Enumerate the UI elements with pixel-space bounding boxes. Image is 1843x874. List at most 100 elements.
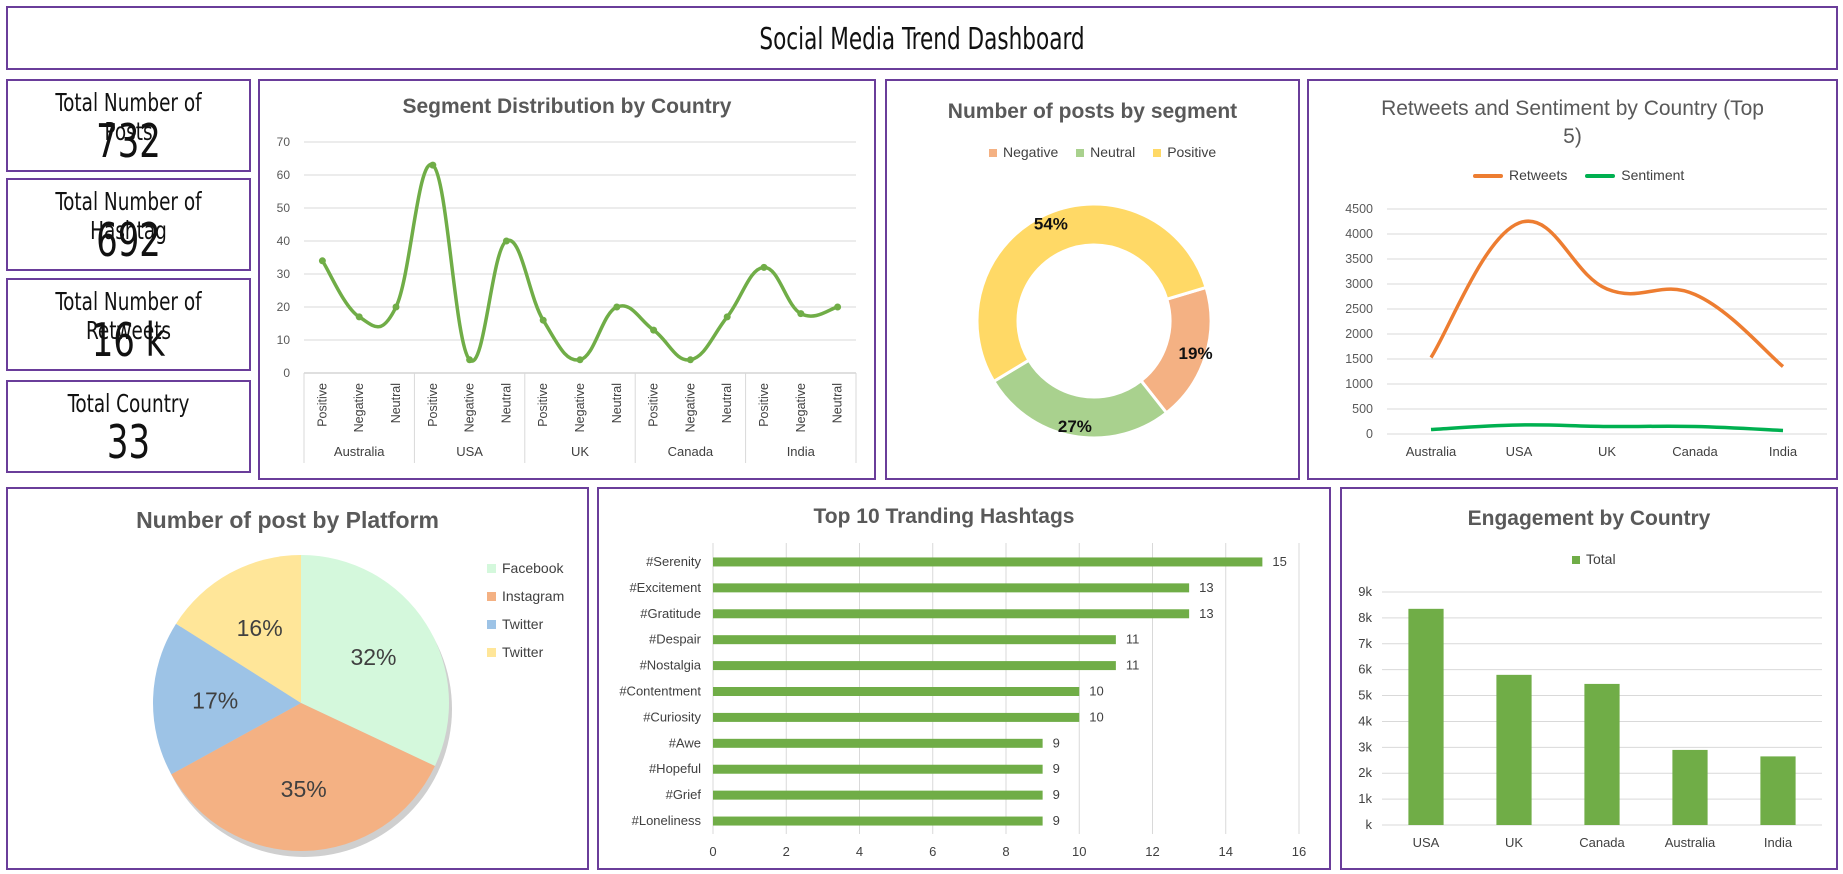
x-subcategory-label: Negative xyxy=(683,383,697,432)
y-tick-label: 30 xyxy=(277,267,291,281)
bar xyxy=(713,790,1043,800)
bar-value-label: 15 xyxy=(1272,554,1286,569)
y-tick-label: 4000 xyxy=(1345,227,1373,241)
bar xyxy=(713,712,1080,722)
x-subcategory-label: Positive xyxy=(757,383,771,427)
posts-by-segment-chart: 19% 27% 54% xyxy=(975,202,1213,440)
y-tick-label: 1k xyxy=(1358,791,1372,806)
x-subcategory-label: Positive xyxy=(426,383,440,427)
y-tick-label: 500 xyxy=(1352,402,1373,416)
kpi-value: 16 k xyxy=(91,313,166,367)
x-tick-label: 10 xyxy=(1072,844,1086,859)
y-category-label: #Awe xyxy=(669,735,701,750)
engagement-legend: Total xyxy=(1572,551,1616,567)
kpi-card-hashtag: Total Number of Hashtag 692 xyxy=(6,178,251,271)
data-point xyxy=(355,313,363,321)
top-hashtags-panel: Top 10 Tranding Hashtags 0 2 4 6 8 10 12 14 16 #S… xyxy=(597,487,1331,870)
x-tick-label: 0 xyxy=(709,844,716,859)
x-group-label: India xyxy=(787,444,816,459)
retweets-sentiment-panel: Retweets and Sentiment by Country (Top 5… xyxy=(1307,79,1838,480)
y-tick-label: 8k xyxy=(1358,610,1372,625)
kpi-card-retweets: Total Number of Retweets 16 k xyxy=(6,278,251,371)
chart-title: Top 10 Tranding Hashtags xyxy=(813,505,1075,528)
bar-value-label: 13 xyxy=(1199,580,1213,595)
legend-label: Sentiment xyxy=(1621,167,1685,183)
legend-swatch xyxy=(1153,149,1162,158)
data-point xyxy=(318,257,326,265)
kpi-label: Total Number of Posts xyxy=(55,88,202,146)
pie-slice xyxy=(301,555,449,767)
y-category-label: #Hopeful xyxy=(649,761,701,776)
legend-item: Negative xyxy=(989,144,1058,160)
bar xyxy=(713,738,1043,748)
donut-slice xyxy=(975,202,1208,384)
series-line-sentiment xyxy=(1430,423,1784,433)
y-tick-label: 0 xyxy=(1366,427,1373,441)
pie-slice xyxy=(176,555,301,703)
x-tick-label: 12 xyxy=(1145,844,1159,859)
legend-swatch xyxy=(1473,174,1503,179)
legend-label: Twitter xyxy=(502,644,544,660)
data-point xyxy=(760,263,768,271)
legend-swatch xyxy=(487,648,496,657)
segment-series-line xyxy=(320,163,839,363)
slice-value-label: 19% xyxy=(1179,344,1213,363)
x-subcategory-label: Negative xyxy=(352,383,366,432)
x-subcategory-label: Positive xyxy=(536,383,550,427)
x-tick-label: UK xyxy=(1505,835,1523,850)
chart-title: Number of post by Platform xyxy=(136,507,439,533)
bar-value-label: 9 xyxy=(1053,813,1060,828)
segment-distribution-chart: 0 10 20 30 40 50 60 70 Positive Negative Neutral Po… xyxy=(277,135,857,463)
data-point xyxy=(834,303,842,311)
x-group-label: Canada xyxy=(668,444,714,459)
kpi-card-country: Total Country 33 xyxy=(6,380,251,473)
data-point xyxy=(686,356,694,364)
data-point xyxy=(576,356,584,364)
legend-swatch xyxy=(1572,556,1580,565)
x-tick-label: India xyxy=(1769,444,1798,459)
y-tick-label: 3500 xyxy=(1345,252,1373,266)
bar-value-label: 10 xyxy=(1089,684,1103,699)
legend-item: Positive xyxy=(1153,144,1216,160)
x-tick-label: Australia xyxy=(1665,835,1716,850)
slice-value-label: 54% xyxy=(1034,215,1068,234)
y-tick-label: 4500 xyxy=(1345,202,1373,216)
y-tick-label: 1000 xyxy=(1345,377,1373,391)
legend-label: Retweets xyxy=(1509,167,1568,183)
data-point xyxy=(392,303,400,311)
bar xyxy=(1584,683,1620,825)
data-point xyxy=(429,161,437,169)
y-category-label: #Contentment xyxy=(619,684,701,699)
bar xyxy=(713,816,1043,826)
pie-slice xyxy=(171,703,435,851)
engagement-panel: Engagement by Country Total k 1k 2k 3k 4k 5k 6… xyxy=(1340,487,1838,870)
kpi-card-posts: Total Number of Posts 732 xyxy=(6,79,251,172)
engagement-chart: k 1k 2k 3k 4k 5k 6k 7k 8k 9k USA UK Canada Australia I… xyxy=(1358,584,1822,850)
legend-label: Facebook xyxy=(502,560,564,576)
segment-distribution-panel: Segment Distribution by Country 0 10 20 30 4… xyxy=(258,79,876,480)
y-category-label: #Serenity xyxy=(646,554,701,569)
x-tick-label: 8 xyxy=(1002,844,1009,859)
bar-value-label: 11 xyxy=(1126,632,1140,647)
y-tick-label: 4k xyxy=(1358,713,1372,728)
kpi-label: Total Country xyxy=(67,389,190,418)
x-subcategory-label: Positive xyxy=(647,383,661,427)
x-tick-label: Canada xyxy=(1579,835,1625,850)
bar-value-label: 9 xyxy=(1053,761,1060,776)
bar xyxy=(713,609,1190,619)
y-tick-label: 0 xyxy=(283,366,290,380)
legend-label: Negative xyxy=(1003,144,1059,160)
y-tick-label: 6k xyxy=(1358,662,1372,677)
y-tick-label: 2k xyxy=(1358,765,1372,780)
bar-value-label: 13 xyxy=(1199,606,1213,621)
dashboard-title: Social Media Trend Dashboard xyxy=(759,22,1085,57)
legend-swatch xyxy=(1076,149,1085,158)
legend-swatch xyxy=(989,149,997,158)
bar xyxy=(1408,608,1444,825)
bar xyxy=(713,635,1116,645)
series-line-retweets xyxy=(1429,219,1785,368)
y-category-label: #Grief xyxy=(666,787,702,802)
y-tick-label: k xyxy=(1366,817,1373,832)
bar xyxy=(713,557,1263,567)
legend-swatch xyxy=(487,620,496,629)
